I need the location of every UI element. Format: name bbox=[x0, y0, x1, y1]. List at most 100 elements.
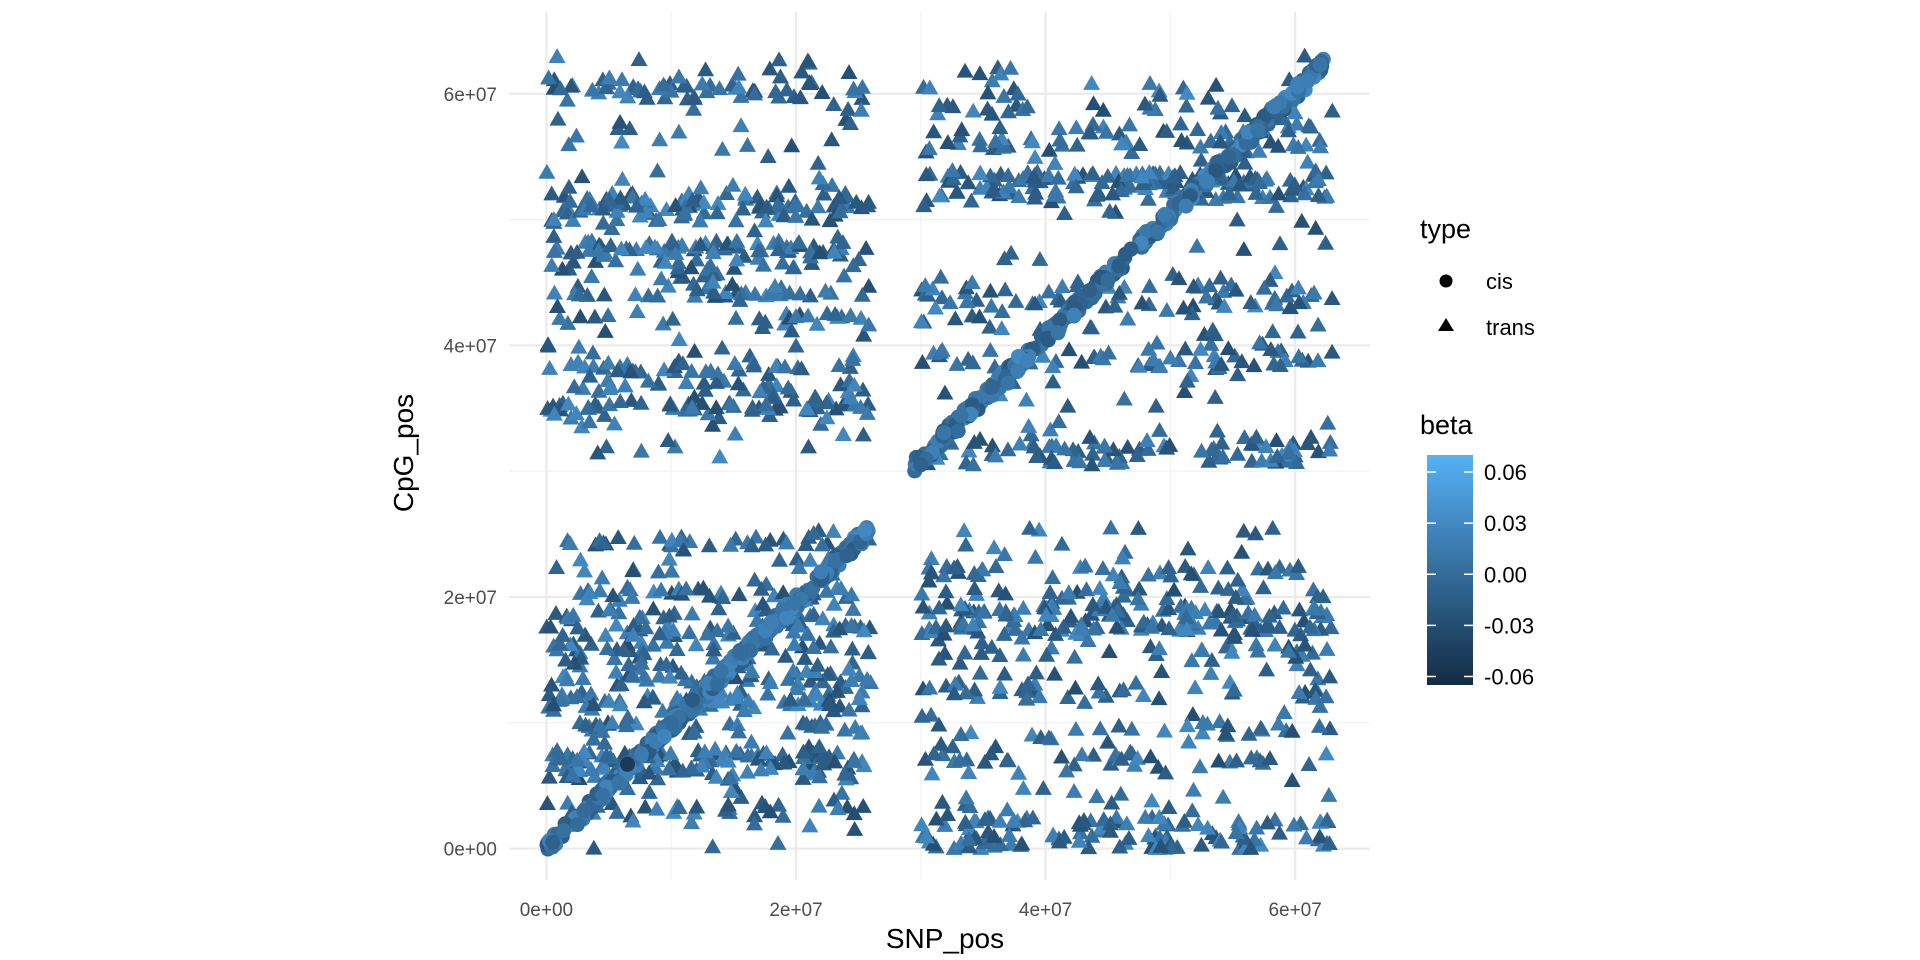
trans-point bbox=[627, 715, 645, 731]
trans-point bbox=[640, 784, 658, 799]
colorbar-ticks: 0.06 0.03 0.00 -0.03 -0.06 bbox=[1427, 460, 1534, 689]
trans-point bbox=[932, 735, 950, 751]
trans-point bbox=[686, 342, 704, 358]
y-tick-label: 0e+00 bbox=[444, 840, 497, 861]
trans-point bbox=[1112, 785, 1130, 801]
trans-point bbox=[1178, 621, 1196, 636]
trans-point bbox=[732, 285, 750, 301]
trans-point bbox=[1321, 434, 1339, 449]
trans-point bbox=[1134, 687, 1152, 703]
trans-point bbox=[1296, 47, 1314, 63]
trans-point bbox=[674, 355, 692, 371]
trans-point bbox=[1088, 185, 1106, 201]
trans-point bbox=[943, 162, 961, 178]
trans-point bbox=[844, 257, 862, 273]
trans-point bbox=[1007, 620, 1025, 636]
trans-point bbox=[926, 299, 944, 315]
trans-point bbox=[774, 584, 792, 600]
trans-point bbox=[992, 836, 1010, 852]
trans-point bbox=[917, 828, 935, 844]
trans-point bbox=[797, 536, 815, 551]
trans-point bbox=[722, 769, 740, 785]
trans-point bbox=[738, 763, 756, 779]
trans-point bbox=[840, 660, 858, 676]
trans-point bbox=[1219, 340, 1237, 356]
trans-point bbox=[649, 563, 667, 579]
trans-point bbox=[754, 595, 772, 611]
trans-point bbox=[854, 381, 872, 397]
trans-point bbox=[648, 800, 666, 816]
trans-point bbox=[813, 718, 831, 734]
trans-point bbox=[698, 83, 716, 99]
trans-point bbox=[1199, 559, 1217, 574]
cis-point bbox=[984, 379, 1000, 395]
trans-point bbox=[1274, 599, 1292, 615]
cis-point bbox=[813, 564, 829, 580]
trans-point bbox=[1289, 139, 1307, 154]
trans-point bbox=[1110, 717, 1128, 733]
trans-point bbox=[1201, 277, 1219, 293]
trans-point bbox=[548, 559, 566, 574]
trans-point bbox=[596, 322, 614, 338]
trans-point bbox=[1172, 132, 1190, 148]
trans-point bbox=[678, 77, 696, 93]
trans-point bbox=[719, 617, 737, 633]
trans-point bbox=[1310, 718, 1328, 733]
trans-point bbox=[1161, 349, 1179, 365]
trans-point bbox=[1091, 720, 1109, 736]
trans-point bbox=[991, 119, 1009, 135]
trans-point bbox=[600, 69, 618, 85]
trans-point bbox=[1067, 178, 1085, 194]
trans-point bbox=[552, 691, 570, 707]
trans-point bbox=[991, 647, 1009, 662]
trans-point bbox=[564, 212, 582, 227]
trans-point bbox=[799, 625, 817, 641]
trans-point bbox=[1059, 689, 1077, 704]
trans-point bbox=[1219, 580, 1237, 596]
trans-point bbox=[558, 671, 576, 687]
trans-point bbox=[1280, 642, 1298, 658]
trans-point bbox=[785, 391, 803, 407]
trans-point bbox=[1101, 202, 1119, 218]
trans-point bbox=[1113, 135, 1131, 151]
trans-point bbox=[1209, 579, 1227, 595]
trans-point bbox=[1120, 116, 1138, 132]
trans-point bbox=[1196, 601, 1214, 617]
cis-point bbox=[857, 522, 873, 538]
trans-point bbox=[1067, 720, 1085, 736]
trans-point bbox=[794, 760, 812, 776]
trans-point bbox=[832, 580, 850, 596]
trans-point bbox=[859, 643, 877, 659]
trans-point bbox=[593, 723, 611, 738]
trans-point bbox=[951, 654, 969, 670]
trans-point bbox=[1129, 520, 1147, 535]
trans-point bbox=[661, 668, 679, 684]
trans-point bbox=[976, 811, 994, 827]
trans-point bbox=[1235, 522, 1253, 538]
trans-point bbox=[1027, 184, 1045, 200]
trans-point bbox=[1178, 372, 1196, 388]
trans-point bbox=[1293, 212, 1311, 228]
trans-point bbox=[813, 84, 831, 99]
y-axis-title: CpG_pos bbox=[388, 394, 419, 512]
trans-point bbox=[855, 757, 873, 773]
trans-point bbox=[1212, 355, 1230, 371]
trans-point bbox=[936, 817, 954, 832]
trans-point bbox=[591, 582, 609, 598]
trans-point bbox=[609, 529, 627, 544]
trans-point bbox=[992, 65, 1010, 81]
trans-point bbox=[608, 202, 626, 218]
trans-point bbox=[855, 622, 873, 638]
trans-point bbox=[1138, 432, 1156, 448]
trans-point bbox=[801, 75, 819, 91]
trans-point bbox=[847, 193, 865, 209]
trans-point bbox=[1198, 715, 1216, 731]
trans-point bbox=[1020, 417, 1038, 433]
trans-point bbox=[1249, 642, 1267, 658]
trans-point bbox=[925, 745, 943, 761]
trans-point bbox=[770, 51, 788, 67]
trans-point bbox=[787, 337, 805, 353]
trans-point bbox=[1191, 758, 1209, 774]
trans-point bbox=[1100, 643, 1118, 658]
trans-point bbox=[611, 113, 629, 129]
